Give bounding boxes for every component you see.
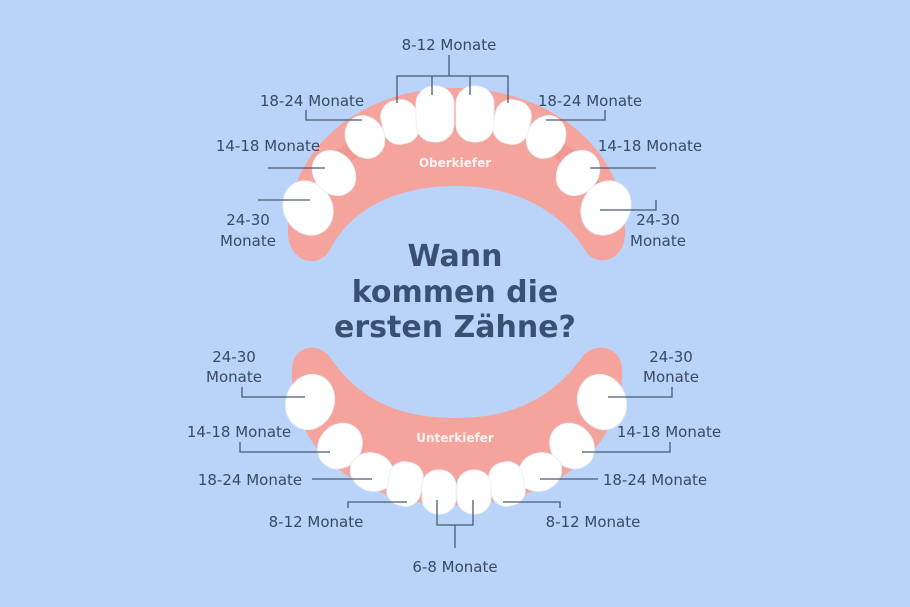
title-line-1: Wann (408, 239, 503, 274)
label-upper-lateral-left: 18-24 Monate (260, 92, 364, 110)
tooth (284, 373, 336, 431)
label-lower-lateral-left: 8-12 Monate (269, 513, 364, 531)
upper-teeth (282, 85, 632, 236)
label-lower-canine-left: 18-24 Monate (198, 471, 302, 489)
label-lower-molar1-left: 14-18 Monate (187, 423, 291, 441)
tooth (555, 150, 601, 196)
title-line-2: kommen die (352, 275, 559, 310)
lower-jaw-label: Unterkiefer (416, 431, 494, 445)
label-lower-central: 6-8 Monate (412, 558, 497, 576)
label-lower-molar1-right: 14-18 Monate (617, 423, 721, 441)
lower-connectors (239, 387, 673, 548)
tooth (455, 85, 495, 143)
label-lower-molar2-left-unit: Monate (206, 368, 262, 386)
lower-teeth (284, 373, 628, 515)
tooth (456, 469, 492, 515)
tooth (311, 150, 357, 196)
label-lower-molar2-left: 24-30 (212, 348, 256, 366)
label-lower-molar2-right: 24-30 (649, 348, 693, 366)
tooth (421, 469, 457, 515)
tooth (344, 115, 386, 159)
upper-connectors (258, 55, 657, 211)
label-upper-molar2-left-unit: Monate (220, 232, 276, 250)
label-upper-molar2-left: 24-30 (226, 211, 270, 229)
label-upper-molar2-right: 24-30 (636, 211, 680, 229)
label-lower-lateral-right: 8-12 Monate (546, 513, 641, 531)
upper-jaw-label: Oberkiefer (419, 156, 491, 170)
label-upper-lateral-right: 18-24 Monate (538, 92, 642, 110)
label-upper-molar1-right: 14-18 Monate (598, 137, 702, 155)
tooth (580, 180, 632, 236)
title-line-3: ersten Zähne? (334, 310, 576, 345)
tooth (576, 373, 628, 431)
tooth (282, 180, 334, 236)
label-upper-molar1-left: 14-18 Monate (216, 137, 320, 155)
label-upper-molar2-right-unit: Monate (630, 232, 686, 250)
label-lower-canine-right: 18-24 Monate (603, 471, 707, 489)
label-lower-molar2-right-unit: Monate (643, 368, 699, 386)
label-upper-central: 8-12 Monate (402, 36, 497, 54)
tooth (415, 85, 455, 143)
